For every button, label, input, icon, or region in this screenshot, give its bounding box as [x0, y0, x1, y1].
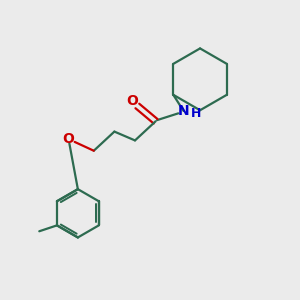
- Text: O: O: [126, 94, 138, 108]
- Text: H: H: [191, 107, 201, 120]
- Text: O: O: [62, 132, 74, 146]
- Text: N: N: [178, 104, 189, 118]
